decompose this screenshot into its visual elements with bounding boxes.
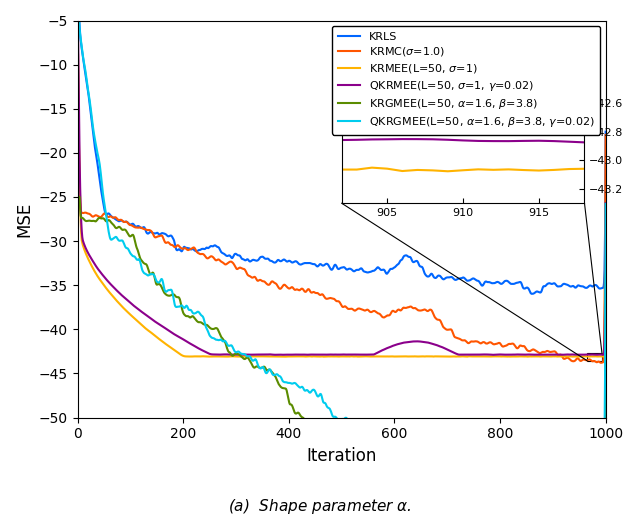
KRMEE(L=50, $\sigma$=1) [602, 201, 609, 207]
KRLS [436, 273, 444, 279]
Text: (a)  Shape parameter $\alpha$.: (a) Shape parameter $\alpha$. [228, 497, 412, 516]
KRGMEE(L=50, $\alpha$=1.6, $\beta$=3.8) [74, 194, 82, 200]
KRMEE(L=50, $\sigma$=1) [281, 353, 289, 360]
X-axis label: Iteration: Iteration [307, 447, 377, 465]
KRGMEE(L=50, $\alpha$=1.6, $\beta$=3.8) [602, 271, 609, 278]
QKRMEE(L=50, $\sigma$=1, $\gamma$=0.02) [307, 351, 314, 358]
QKRMEE(L=50, $\sigma$=1, $\gamma$=0.02) [128, 301, 136, 307]
KRMEE(L=50, $\sigma$=1) [128, 313, 136, 319]
KRMEE(L=50, $\sigma$=1) [437, 353, 445, 360]
QKRGMEE(L=50, $\alpha$=1.6, $\beta$=3.8, $\gamma$=0.02) [287, 380, 295, 386]
KRGMEE(L=50, $\alpha$=1.6, $\beta$=3.8) [486, 423, 494, 429]
Line: QKRGMEE(L=50, $\alpha$=1.6, $\beta$=3.8, $\gamma$=0.02): QKRGMEE(L=50, $\alpha$=1.6, $\beta$=3.8,… [78, 21, 605, 436]
KRMC($\sigma$=1.0) [495, 340, 503, 346]
QKRGMEE(L=50, $\alpha$=1.6, $\beta$=3.8, $\gamma$=0.02) [355, 432, 362, 439]
KRMC($\sigma$=1.0) [436, 318, 444, 324]
KRMC($\sigma$=1.0) [74, 52, 82, 58]
QKRGMEE(L=50, $\alpha$=1.6, $\beta$=3.8, $\gamma$=0.02) [495, 432, 503, 439]
KRLS [128, 221, 136, 227]
Legend: KRLS, KRMC($\sigma$=1.0), KRMEE(L=50, $\sigma$=1), QKRMEE(L=50, $\sigma$=1, $\ga: KRLS, KRMC($\sigma$=1.0), KRMEE(L=50, $\… [332, 26, 600, 135]
KRGMEE(L=50, $\alpha$=1.6, $\beta$=3.8) [128, 232, 136, 238]
Line: KRLS: KRLS [78, 0, 605, 294]
KRLS [486, 279, 493, 285]
Line: KRMC($\sigma$=1.0): KRMC($\sigma$=1.0) [78, 55, 605, 363]
KRGMEE(L=50, $\alpha$=1.6, $\beta$=3.8) [307, 417, 314, 423]
KRGMEE(L=50, $\alpha$=1.6, $\beta$=3.8) [287, 401, 295, 408]
QKRMEE(L=50, $\sigma$=1, $\gamma$=0.02) [486, 351, 493, 358]
KRGMEE(L=50, $\alpha$=1.6, $\beta$=3.8) [314, 423, 321, 429]
Line: KRMEE(L=50, $\sigma$=1): KRMEE(L=50, $\sigma$=1) [78, 67, 605, 357]
KRLS [602, 128, 609, 135]
Y-axis label: MSE: MSE [15, 201, 33, 237]
KRLS [495, 279, 503, 285]
QKRGMEE(L=50, $\alpha$=1.6, $\beta$=3.8, $\gamma$=0.02) [486, 432, 494, 439]
KRMC($\sigma$=1.0) [598, 360, 605, 366]
KRMEE(L=50, $\sigma$=1) [74, 64, 82, 70]
QKRMEE(L=50, $\sigma$=1, $\gamma$=0.02) [436, 344, 444, 350]
QKRMEE(L=50, $\sigma$=1, $\gamma$=0.02) [74, 28, 82, 35]
KRMEE(L=50, $\sigma$=1) [307, 353, 315, 360]
QKRGMEE(L=50, $\alpha$=1.6, $\beta$=3.8, $\gamma$=0.02) [307, 390, 314, 396]
KRLS [528, 291, 536, 297]
KRLS [307, 260, 314, 266]
KRMEE(L=50, $\sigma$=1) [486, 353, 494, 360]
QKRMEE(L=50, $\sigma$=1, $\gamma$=0.02) [602, 200, 609, 206]
KRMEE(L=50, $\sigma$=1) [288, 353, 296, 360]
KRMEE(L=50, $\sigma$=1) [495, 353, 503, 360]
Line: KRGMEE(L=50, $\alpha$=1.6, $\beta$=3.8): KRGMEE(L=50, $\alpha$=1.6, $\beta$=3.8) [78, 197, 605, 426]
KRGMEE(L=50, $\alpha$=1.6, $\beta$=3.8) [437, 423, 445, 429]
QKRMEE(L=50, $\sigma$=1, $\gamma$=0.02) [495, 351, 503, 358]
QKRGMEE(L=50, $\alpha$=1.6, $\beta$=3.8, $\gamma$=0.02) [128, 252, 136, 258]
KRMC($\sigma$=1.0) [486, 340, 493, 346]
KRMC($\sigma$=1.0) [307, 288, 314, 295]
QKRGMEE(L=50, $\alpha$=1.6, $\beta$=3.8, $\gamma$=0.02) [437, 432, 445, 439]
Bar [587, 353, 602, 361]
KRMC($\sigma$=1.0) [128, 222, 136, 229]
Line: QKRMEE(L=50, $\sigma$=1, $\gamma$=0.02): QKRMEE(L=50, $\sigma$=1, $\gamma$=0.02) [78, 31, 605, 355]
QKRMEE(L=50, $\sigma$=1, $\gamma$=0.02) [287, 351, 295, 358]
QKRGMEE(L=50, $\alpha$=1.6, $\beta$=3.8, $\gamma$=0.02) [602, 201, 609, 207]
QKRMEE(L=50, $\sigma$=1, $\gamma$=0.02) [490, 352, 497, 358]
KRMC($\sigma$=1.0) [602, 132, 609, 138]
KRLS [287, 259, 295, 265]
QKRGMEE(L=50, $\alpha$=1.6, $\beta$=3.8, $\gamma$=0.02) [74, 18, 82, 24]
KRGMEE(L=50, $\alpha$=1.6, $\beta$=3.8) [495, 423, 503, 429]
KRMC($\sigma$=1.0) [287, 284, 295, 291]
